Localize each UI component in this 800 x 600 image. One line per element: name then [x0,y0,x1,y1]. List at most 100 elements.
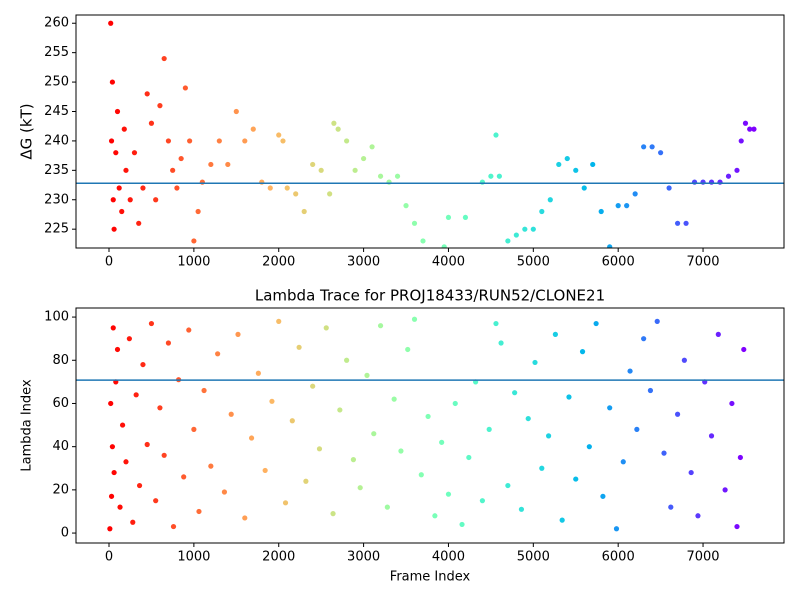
x-tick-label: 4000 [432,255,465,270]
point [634,426,640,432]
point [191,426,197,432]
point [157,405,163,411]
point [242,515,248,521]
point [110,197,116,203]
point [360,155,367,162]
point [459,521,465,528]
point [301,208,307,215]
point [741,346,747,353]
axes-frame [75,14,785,249]
point [377,323,384,329]
point [161,452,167,458]
point [581,185,587,191]
point [488,173,494,179]
point [420,238,426,244]
point [674,411,681,417]
point [310,383,316,389]
x-tick-label: 7000 [686,255,719,270]
point [512,390,518,396]
y-tick-label: 240 [44,133,69,148]
point [411,316,418,322]
point [539,208,545,215]
point [121,126,127,132]
point [352,167,358,173]
point [228,411,234,417]
point [221,489,228,495]
point [323,325,329,331]
x-tick-label: 4000 [432,550,465,565]
point [579,349,586,355]
x-tick-label: 1000 [177,550,210,565]
point [371,431,377,437]
point [441,244,447,248]
point [573,476,579,482]
point [242,138,248,144]
point [418,472,424,478]
point [108,400,114,407]
point [140,185,146,191]
x-tick-label: 3000 [347,255,380,270]
point [284,185,290,191]
point [196,508,202,515]
point [394,173,401,179]
point [208,161,214,168]
point [598,208,604,215]
point [681,357,687,363]
point [647,387,654,394]
point [248,435,255,441]
point [613,526,620,532]
x-tick-label: 0 [105,550,113,565]
point [119,208,125,215]
point [462,214,469,221]
point [649,144,655,150]
point [411,220,418,226]
point [293,191,299,197]
y-tick-label: 260 [44,16,69,31]
point [269,398,275,404]
y-tick-label: 255 [44,45,69,60]
point [255,370,261,376]
point [688,469,694,476]
point [641,144,647,150]
y-axis-label: ΔG (kT) [18,103,36,159]
x-tick-label: 5000 [517,550,550,565]
point [547,197,553,203]
point [708,433,715,439]
y-tick-label: 225 [44,222,69,237]
point [344,138,350,144]
point [187,138,193,144]
y-tick-label: 20 [52,482,69,497]
point [666,185,672,191]
point [425,413,431,420]
point [316,446,323,452]
point [109,79,116,85]
y-tick-label: 0 [61,526,69,541]
point [235,331,241,337]
point [262,467,268,474]
point [165,138,172,144]
x-tick-label: 0 [105,255,113,270]
point [215,351,221,357]
x-tick-label: 2000 [262,550,295,565]
point [566,394,572,400]
point [734,167,740,173]
point [133,392,139,398]
point [126,336,132,342]
point [119,422,126,428]
point [123,459,129,465]
point [170,523,177,530]
point [116,185,122,191]
point [350,457,357,463]
plot-area [76,316,784,532]
point [108,138,115,144]
point [539,465,545,471]
point [181,474,187,480]
point [225,161,231,168]
point [208,463,214,469]
point [148,120,155,126]
point [751,126,757,132]
point [191,238,197,244]
point [330,511,336,517]
point [522,226,528,232]
